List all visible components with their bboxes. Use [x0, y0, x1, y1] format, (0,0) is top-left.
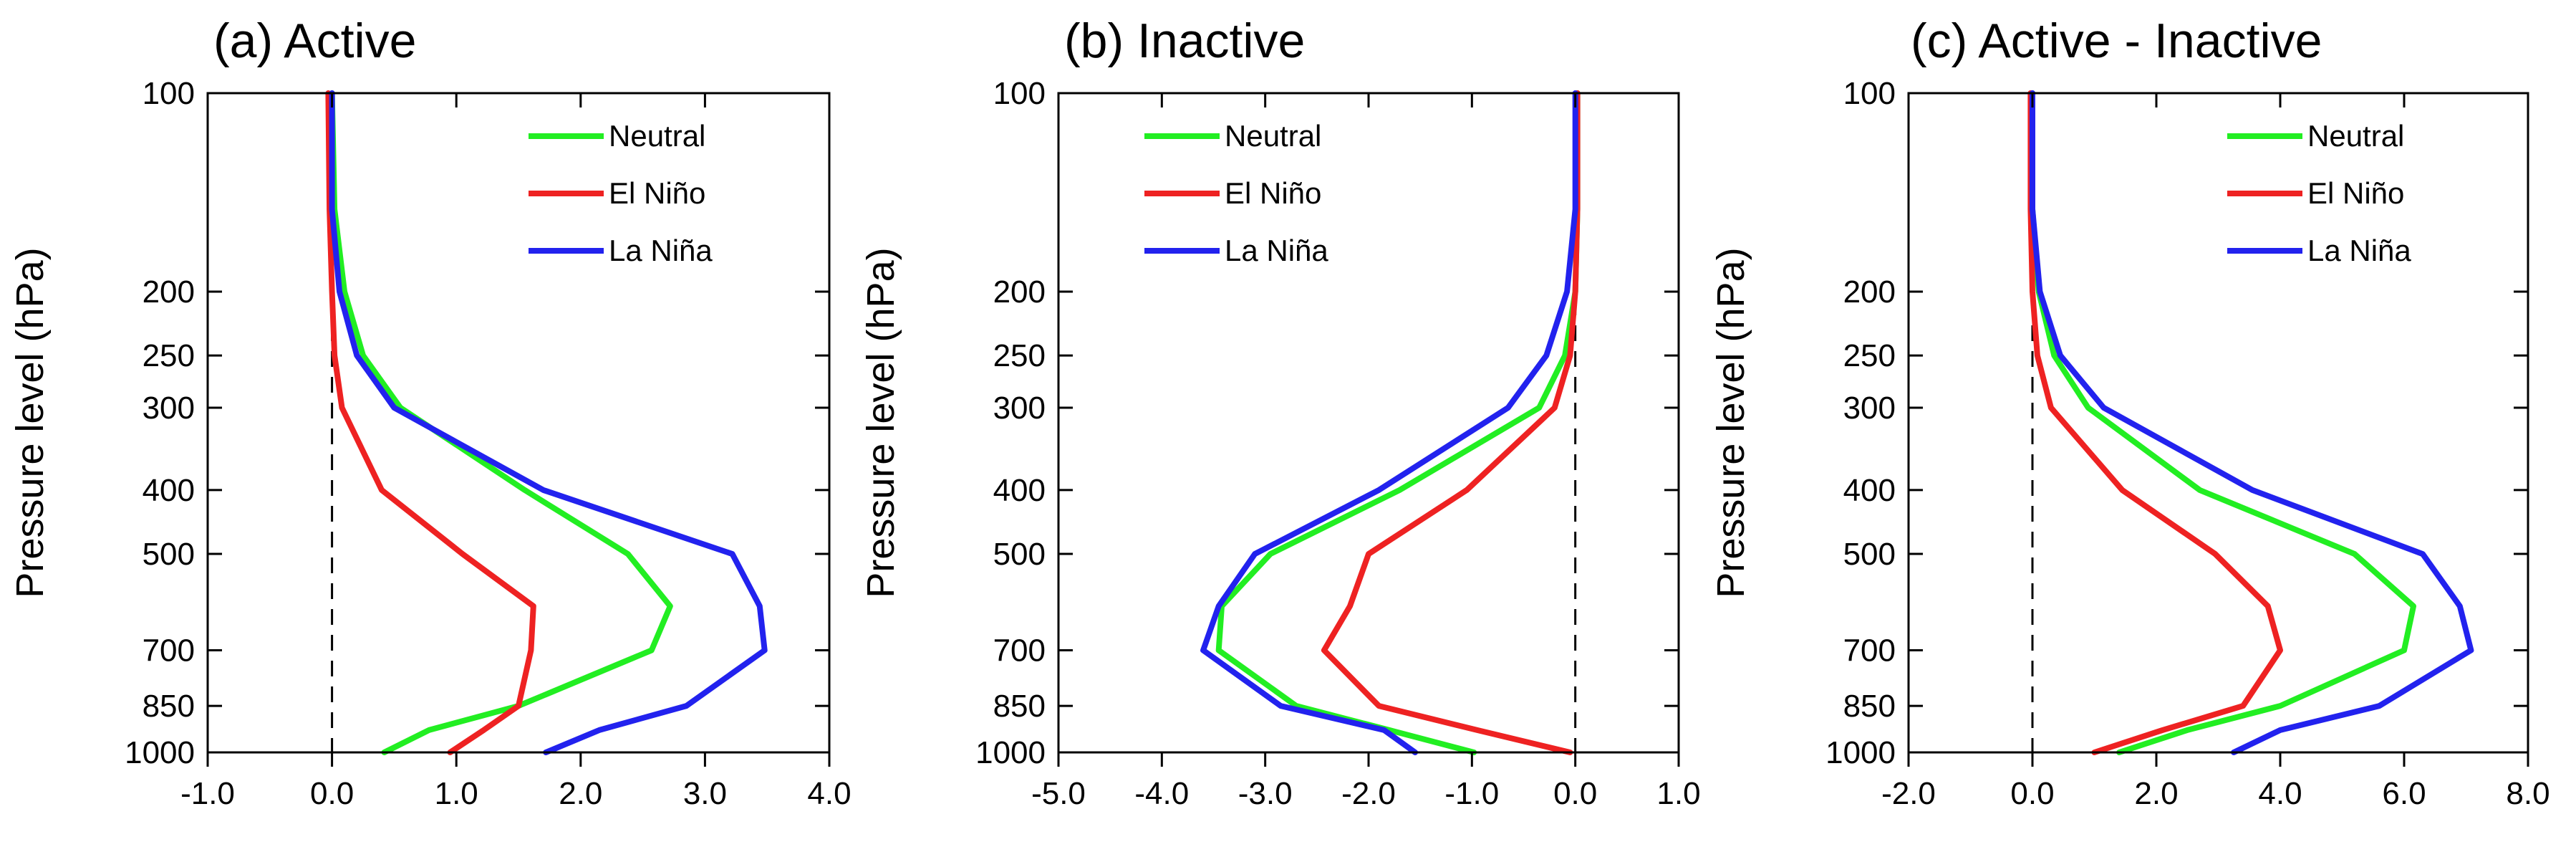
panel-2-y-tick-label-200: 200 [993, 274, 1046, 310]
panel-1-y-tick-label-250: 250 [143, 338, 195, 373]
panel-3-x-tick-label-0: -2.0 [1881, 776, 1936, 811]
panel-2-x-tick-label-1: -4.0 [1134, 776, 1189, 811]
panel-1-legend-label-el-nino: El Niño [609, 176, 705, 210]
panel-3-y-tick-label-300: 300 [1843, 391, 1896, 426]
panel-1-y-axis-label: Pressure level (hPa) [9, 247, 52, 598]
panel-3-legend-label-la-nina: La Niña [2307, 234, 2411, 267]
panel-2-x-tick-label-4: -1.0 [1444, 776, 1499, 811]
panel-1-x-tick-label-0: -1.0 [180, 776, 235, 811]
panel-1-series-el-nino-line [325, 90, 536, 755]
panel-3-title: (c) Active - Inactive [1911, 14, 2322, 68]
panel-2-y-tick-label-500: 500 [993, 537, 1046, 572]
panel-2-y-tick-label-250: 250 [993, 338, 1046, 373]
panel-1-y-tick-label-200: 200 [143, 274, 195, 310]
panel-2-series-la-nina-line [1200, 90, 1578, 755]
panel-3-x-tick-label-3: 4.0 [2258, 776, 2302, 811]
panel-2-y-tick-label-700: 700 [993, 633, 1046, 668]
panel-3-legend-label-neutral: Neutral [2307, 119, 2404, 153]
panel-3-y-tick-label-850: 850 [1843, 689, 1896, 724]
panel-3-y-tick-label-1000: 1000 [1825, 735, 1896, 770]
panel-2-legend-label-el-nino: El Niño [1225, 176, 1321, 210]
panel-1-y-tick-label-1000: 1000 [125, 735, 195, 770]
panel-2-y-tick-label-100: 100 [993, 76, 1046, 111]
panel-1-y-tick-label-300: 300 [143, 391, 195, 426]
panel-3-series-el-nino-line [2027, 90, 2283, 755]
panel-1-y-tick-label-500: 500 [143, 537, 195, 572]
panel-3-y-tick-label-700: 700 [1843, 633, 1896, 668]
panel-3-y-tick-label-100: 100 [1843, 76, 1896, 111]
panel-3-y-axis-label: Pressure level (hPa) [1709, 247, 1752, 598]
panel-2-x-tick-label-0: -5.0 [1031, 776, 1086, 811]
panel-1-series-la-nina-line [329, 90, 768, 755]
panel-2-y-axis-label: Pressure level (hPa) [859, 247, 902, 598]
panel-1-plot-frame [206, 92, 831, 754]
panel-1-legend-label-la-nina: La Niña [609, 234, 713, 267]
panel-1-series-neutral-line [329, 90, 673, 755]
panel-3-x-tick-label-5: 8.0 [2506, 776, 2550, 811]
panel-1-y-tick-label-100: 100 [143, 76, 195, 111]
panel-2-series-el-nino-line [1321, 90, 1581, 755]
panel-3-y-tick-label-250: 250 [1843, 338, 1896, 373]
panel-1-x-tick-label-1: 0.0 [310, 776, 354, 811]
panel-1-y-tick-label-700: 700 [143, 633, 195, 668]
panel-2-x-tick-label-5: 0.0 [1553, 776, 1597, 811]
panel-3-series-la-nina-line [2030, 90, 2474, 755]
panel-3-legend-label-el-nino: El Niño [2307, 176, 2404, 210]
panel-3-x-tick-label-4: 6.0 [2382, 776, 2426, 811]
panel-1-y-tick-label-850: 850 [143, 689, 195, 724]
panel-3-y-tick-label-400: 400 [1843, 473, 1896, 508]
panel-1-title: (a) Active [213, 14, 416, 68]
panel-2-y-tick-label-300: 300 [993, 391, 1046, 426]
panel-2-y-tick-label-400: 400 [993, 473, 1046, 508]
panel-1-legend-label-neutral: Neutral [609, 119, 705, 153]
panel-3-x-tick-label-1: 0.0 [2010, 776, 2054, 811]
panel-1-x-tick-label-5: 4.0 [807, 776, 851, 811]
panel-2-y-tick-label-1000: 1000 [975, 735, 1046, 770]
panel-1-x-tick-label-4: 3.0 [683, 776, 727, 811]
panel-1-y-tick-label-400: 400 [143, 473, 195, 508]
panel-2-title: (b) Inactive [1064, 14, 1305, 68]
panel-3-y-tick-label-500: 500 [1843, 537, 1896, 572]
panel-2-x-tick-label-2: -3.0 [1238, 776, 1293, 811]
panel-1-x-tick-label-3: 2.0 [559, 776, 602, 811]
panel-2-x-tick-label-6: 1.0 [1656, 776, 1700, 811]
panel-2-x-tick-label-3: -2.0 [1341, 776, 1396, 811]
panel-2-y-tick-label-850: 850 [993, 689, 1046, 724]
panel-3-y-tick-label-200: 200 [1843, 274, 1896, 310]
panel-2-legend-label-la-nina: La Niña [1225, 234, 1328, 267]
panel-3-plot-frame [1907, 92, 2529, 754]
panel-3-x-tick-label-2: 2.0 [2134, 776, 2178, 811]
panel-2-legend-label-neutral: Neutral [1225, 119, 1321, 153]
panel-1-x-tick-label-2: 1.0 [435, 776, 478, 811]
